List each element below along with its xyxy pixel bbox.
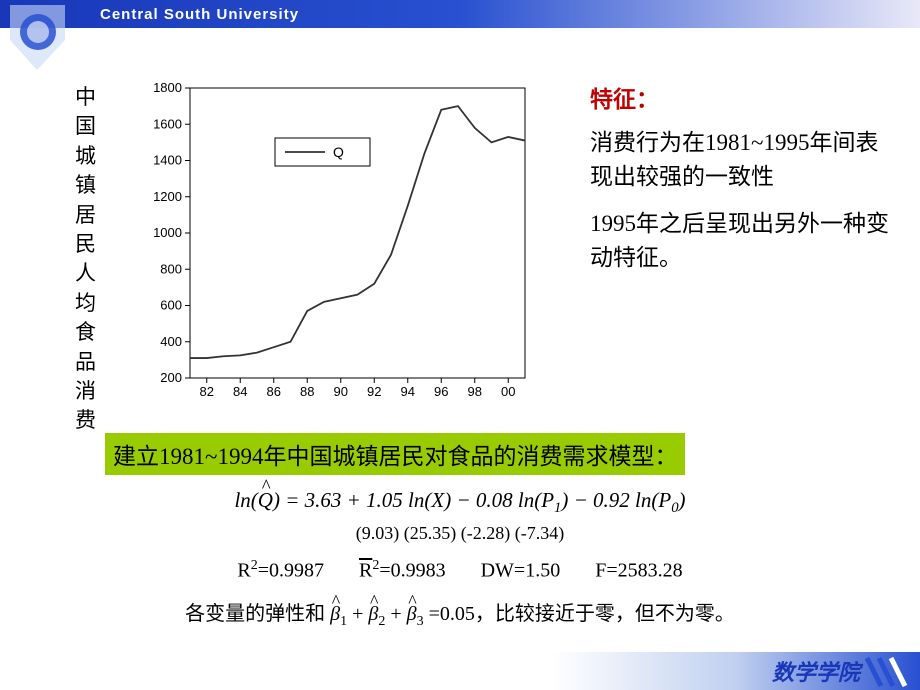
characteristics-para-2: 1995年之后呈现出另外一种变动特征。 [590,207,890,276]
svg-text:1600: 1600 [153,116,182,131]
svg-text:400: 400 [160,334,182,349]
footer-decoration-icon [865,656,915,688]
characteristics-heading: 特征： [590,83,890,118]
svg-text:90: 90 [334,384,348,399]
chart-vertical-title: 中国城镇居民人均食品消费 [75,83,97,436]
line-chart: 200 400 600 800 1000 1200 1400 1600 1800 82 84 86 88… [140,73,540,408]
svg-text:82: 82 [200,384,214,399]
svg-text:200: 200 [160,370,182,385]
header-bar: Central South University [0,0,920,28]
equation-main: ln(Q) = 3.63 + 1.05 ln(X) − 0.08 ln(P1) … [0,488,920,517]
svg-text:1800: 1800 [153,80,182,95]
model-heading: 建立1981~1994年中国城镇居民对食品的消费需求模型： [105,433,685,475]
equation-block: ln(Q) = 3.63 + 1.05 ln(X) − 0.08 ln(P1) … [0,488,920,630]
svg-text:84: 84 [233,384,247,399]
equation-stats: R2=0.9987 R2=0.9983 DW=1.50 F=2583.28 [0,558,920,583]
svg-text:88: 88 [300,384,314,399]
svg-text:1400: 1400 [153,153,182,168]
main-content: 中国城镇居民人均食品消费 200400600800100012001400160… [0,28,920,48]
svg-text:800: 800 [160,261,182,276]
equation-tstats: (9.03) (25.35) (-2.28) (-7.34) [0,523,920,544]
university-name: Central South University [100,6,299,23]
characteristics-para-1: 消费行为在1981~1995年间表现出较强的一致性 [590,126,890,195]
svg-text:1000: 1000 [153,225,182,240]
svg-text:98: 98 [468,384,482,399]
characteristics-panel: 特征： 消费行为在1981~1995年间表现出较强的一致性 1995年之后呈现出… [590,83,890,288]
footer-text: 数学学院 [772,655,860,687]
footer-bar: 数学学院 [0,652,920,690]
svg-text:600: 600 [160,298,182,313]
svg-text:86: 86 [267,384,281,399]
university-logo [5,0,70,75]
equation-note: 各变量的弹性和 β1 + β2 + β3 =0.05，比较接近于零，但不为零。 [0,597,920,630]
svg-text:92: 92 [367,384,381,399]
svg-text:00: 00 [501,384,515,399]
svg-text:94: 94 [401,384,415,399]
svg-text:1200: 1200 [153,189,182,204]
svg-text:Q: Q [333,144,344,160]
svg-text:96: 96 [434,384,448,399]
